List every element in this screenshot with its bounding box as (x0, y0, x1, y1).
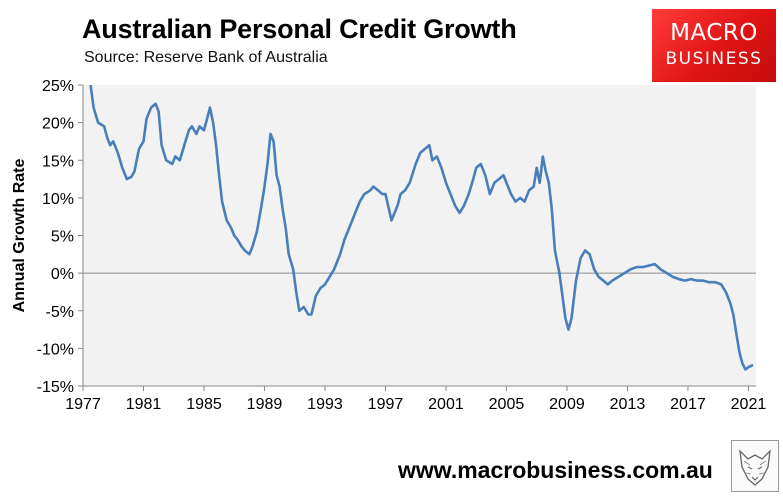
x-tick-label: 2005 (489, 396, 525, 413)
y-tick-label: 25% (42, 78, 74, 95)
macrobusiness-logo[interactable]: MACRO BUSINESS (652, 9, 776, 82)
y-tick-label: 0% (51, 266, 74, 283)
x-tick-label: 1989 (247, 396, 283, 413)
x-tick-label: 2001 (428, 396, 464, 413)
wolf-emblem-icon (731, 440, 779, 492)
y-axis: -15% -10% -5% 0% 5% 10% 15% 20% 25% (37, 78, 756, 396)
logo-line-2: BUSINESS (665, 49, 763, 69)
x-tick-label: 1993 (307, 396, 343, 413)
y-tick-label: -5% (46, 304, 74, 321)
x-axis: 1977 1981 1985 1989 1993 1997 2001 2005 2009 2013… (65, 385, 767, 413)
website-url[interactable]: www.macrobusiness.com.au (398, 457, 713, 483)
x-tick-label: 1977 (65, 396, 101, 413)
y-tick-label: 10% (42, 191, 74, 208)
page-title: Australian Personal Credit Growth (82, 14, 517, 44)
x-tick-label: 2017 (670, 396, 706, 413)
y-tick-label: 15% (42, 153, 74, 170)
plot-area (83, 85, 756, 386)
y-tick-label: 5% (51, 229, 74, 246)
series-line (89, 84, 754, 371)
y-tick-label: -10% (37, 341, 74, 358)
y-tick-label: -15% (37, 379, 74, 396)
x-tick-label: 1997 (368, 396, 404, 413)
y-tick-label: 20% (42, 116, 74, 133)
y-axis-label: Annual Growth Rate (11, 159, 28, 313)
x-tick-label: 2021 (731, 396, 767, 413)
x-tick-label: 1985 (186, 396, 222, 413)
logo-line-1: MACRO (670, 20, 758, 46)
x-tick-label: 2013 (610, 396, 646, 413)
chart-subtitle: Source: Reserve Bank of Australia (84, 49, 328, 66)
x-tick-label: 1981 (126, 396, 162, 413)
x-tick-label: 2009 (549, 396, 585, 413)
